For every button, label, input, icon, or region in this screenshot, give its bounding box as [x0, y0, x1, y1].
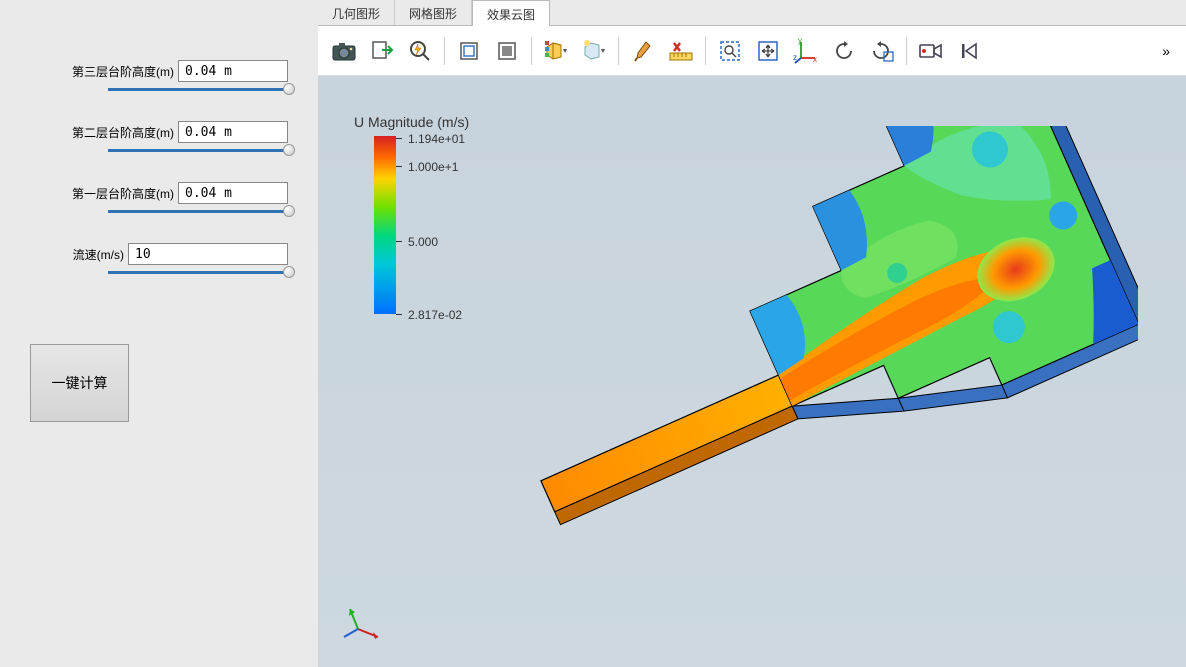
viewport-toolbar: y x z » — [318, 26, 1186, 76]
box-outline-icon[interactable] — [451, 33, 487, 69]
export-icon[interactable] — [364, 33, 400, 69]
step3-height-input[interactable] — [178, 60, 288, 82]
camera-icon[interactable] — [326, 33, 362, 69]
calculate-button[interactable]: 一键计算 — [30, 344, 129, 422]
step3-slider[interactable] — [108, 88, 290, 91]
cube-light-icon[interactable] — [576, 33, 612, 69]
tab-bar: 几何图形 网格图形 效果云图 — [318, 0, 1186, 26]
contour-plot — [498, 126, 1138, 556]
velocity-input[interactable] — [128, 243, 288, 265]
brush-icon[interactable] — [625, 33, 661, 69]
tab-contour[interactable]: 效果云图 — [472, 0, 550, 26]
video-cam-icon[interactable] — [913, 33, 949, 69]
legend-tick-label: 1.000e+1 — [408, 160, 458, 174]
step1-height-input[interactable] — [178, 182, 288, 204]
cube-color-icon[interactable] — [538, 33, 574, 69]
skip-prev-icon[interactable] — [951, 33, 987, 69]
param-label: 流速(m/s) — [73, 246, 124, 263]
rotate-cw-box-icon[interactable] — [864, 33, 900, 69]
step2-height-input[interactable] — [178, 121, 288, 143]
legend-tick — [396, 166, 402, 167]
zoom-lightning-icon[interactable] — [402, 33, 438, 69]
svg-text:x: x — [813, 55, 817, 64]
select-move-icon[interactable] — [750, 33, 786, 69]
axis-xyz-icon[interactable]: y x z — [788, 33, 824, 69]
param-label: 第一层台阶高度(m) — [72, 185, 174, 202]
parameter-sidebar: 第三层台阶高度(m) 第二层台阶高度(m) 第一层台阶高度(m) 流速(m/s)… — [0, 0, 318, 667]
box-solid-icon[interactable] — [489, 33, 525, 69]
legend-tick-label: 5.000 — [408, 235, 438, 249]
color-legend: U Magnitude (m/s) 1.194e+01 1.000e+1 5.0… — [354, 114, 469, 314]
legend-tick — [396, 138, 402, 139]
slider-thumb[interactable] — [283, 83, 295, 95]
legend-title: U Magnitude (m/s) — [354, 114, 469, 130]
param-row-step1: 第一层台阶高度(m) — [30, 182, 288, 204]
toolbar-separator — [906, 37, 907, 65]
axis-gizmo-icon — [340, 599, 386, 645]
legend-colorbar — [374, 136, 396, 314]
param-label: 第二层台阶高度(m) — [72, 124, 174, 141]
slider-thumb[interactable] — [283, 144, 295, 156]
legend-tick — [396, 314, 402, 315]
toolbar-separator — [705, 37, 706, 65]
toolbar-separator — [531, 37, 532, 65]
ruler-x-icon[interactable] — [663, 33, 699, 69]
step1-slider[interactable] — [108, 210, 290, 213]
svg-text:z: z — [793, 53, 797, 62]
legend-max: 1.194e+01 — [408, 132, 465, 146]
legend-min: 2.817e-02 — [408, 308, 462, 322]
toolbar-expand-icon[interactable]: » — [1154, 43, 1178, 59]
slider-thumb[interactable] — [283, 266, 295, 278]
step2-slider[interactable] — [108, 149, 290, 152]
param-label: 第三层台阶高度(m) — [72, 63, 174, 80]
main-panel: 几何图形 网格图形 效果云图 — [318, 0, 1186, 667]
rotate-ccw-icon[interactable] — [826, 33, 862, 69]
select-dashed-icon[interactable] — [712, 33, 748, 69]
slider-thumb[interactable] — [283, 205, 295, 217]
param-row-step3: 第三层台阶高度(m) — [30, 60, 288, 82]
viewport-3d[interactable]: U Magnitude (m/s) 1.194e+01 1.000e+1 5.0… — [318, 76, 1186, 667]
legend-tick — [396, 241, 402, 242]
toolbar-separator — [618, 37, 619, 65]
toolbar-separator — [444, 37, 445, 65]
param-row-step2: 第二层台阶高度(m) — [30, 121, 288, 143]
svg-text:y: y — [798, 38, 802, 45]
tab-mesh[interactable]: 网格图形 — [395, 0, 472, 25]
velocity-slider[interactable] — [108, 271, 290, 274]
param-row-velocity: 流速(m/s) — [30, 243, 288, 265]
tab-geometry[interactable]: 几何图形 — [318, 0, 395, 25]
